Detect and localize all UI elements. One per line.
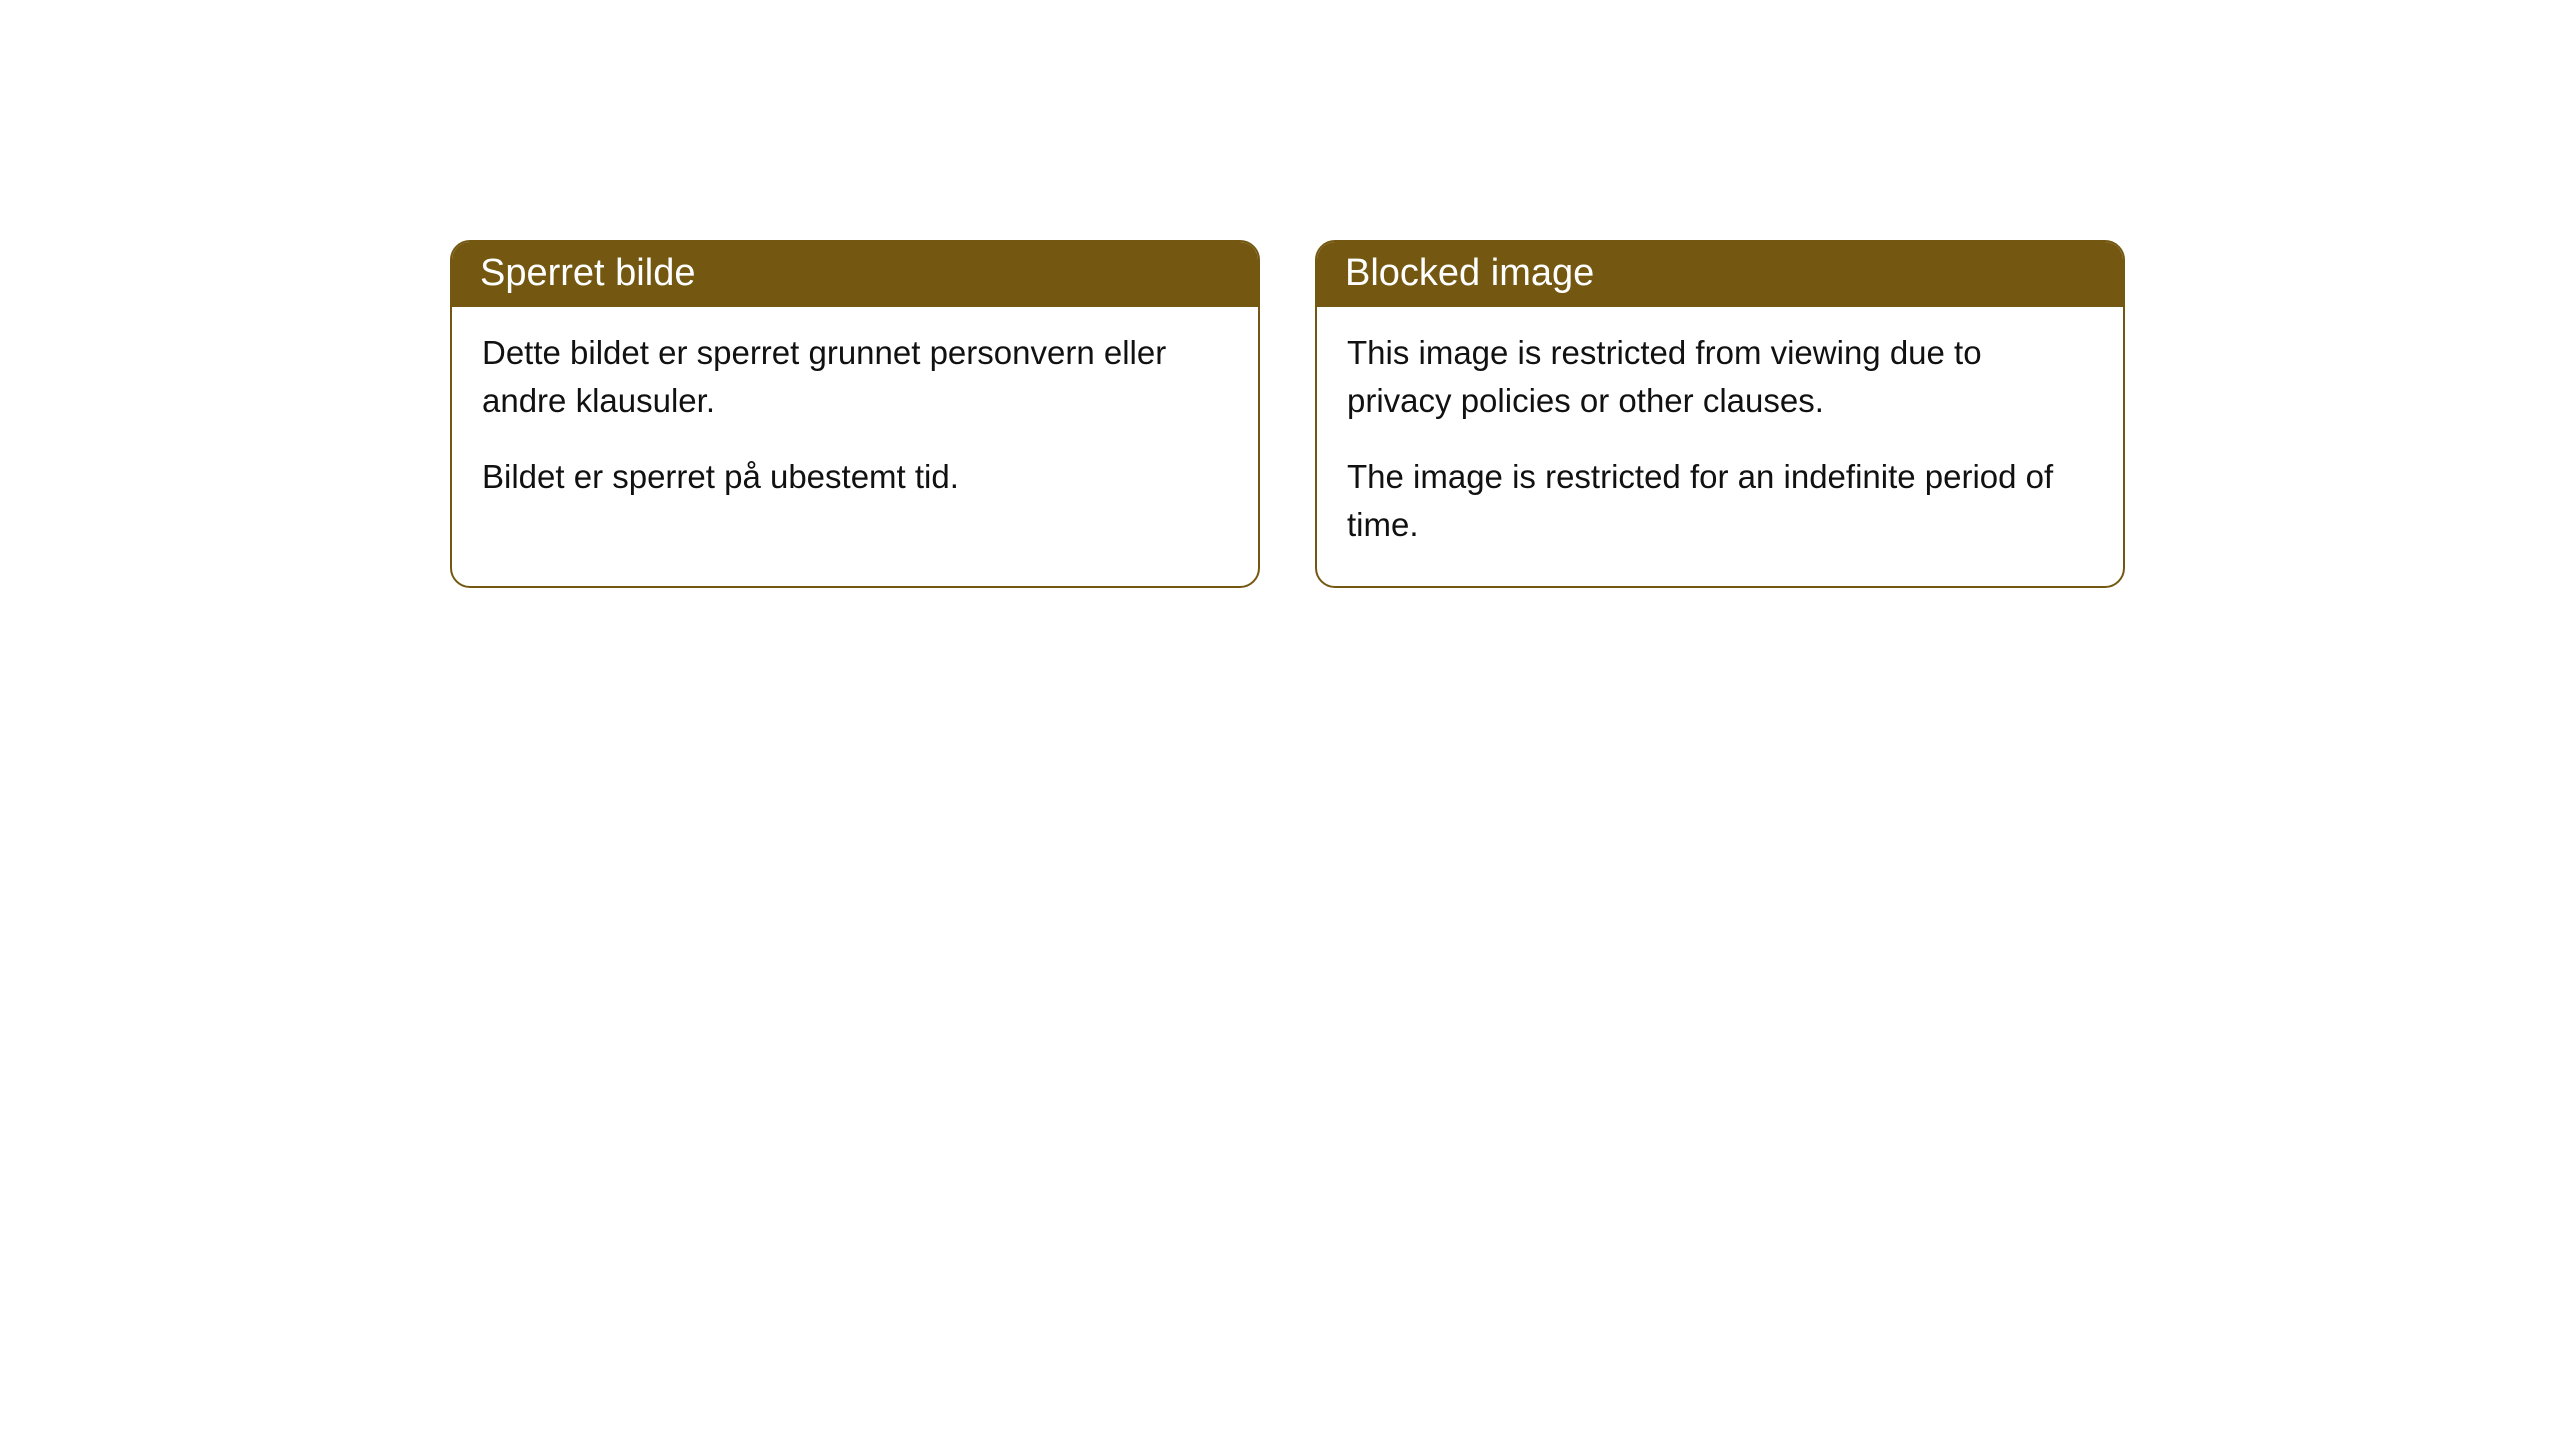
card-body-english: This image is restricted from viewing du… xyxy=(1317,307,2123,586)
notice-text-para2-no: Bildet er sperret på ubestemt tid. xyxy=(482,453,1228,501)
notice-cards-row: Sperret bilde Dette bildet er sperret gr… xyxy=(450,240,2125,588)
card-body-norwegian: Dette bildet er sperret grunnet personve… xyxy=(452,307,1258,539)
notice-text-para1-no: Dette bildet er sperret grunnet personve… xyxy=(482,329,1228,425)
notice-card-norwegian: Sperret bilde Dette bildet er sperret gr… xyxy=(450,240,1260,588)
notice-text-para2-en: The image is restricted for an indefinit… xyxy=(1347,453,2093,549)
notice-text-para1-en: This image is restricted from viewing du… xyxy=(1347,329,2093,425)
card-header-english: Blocked image xyxy=(1317,242,2123,307)
notice-card-english: Blocked image This image is restricted f… xyxy=(1315,240,2125,588)
card-header-norwegian: Sperret bilde xyxy=(452,242,1258,307)
